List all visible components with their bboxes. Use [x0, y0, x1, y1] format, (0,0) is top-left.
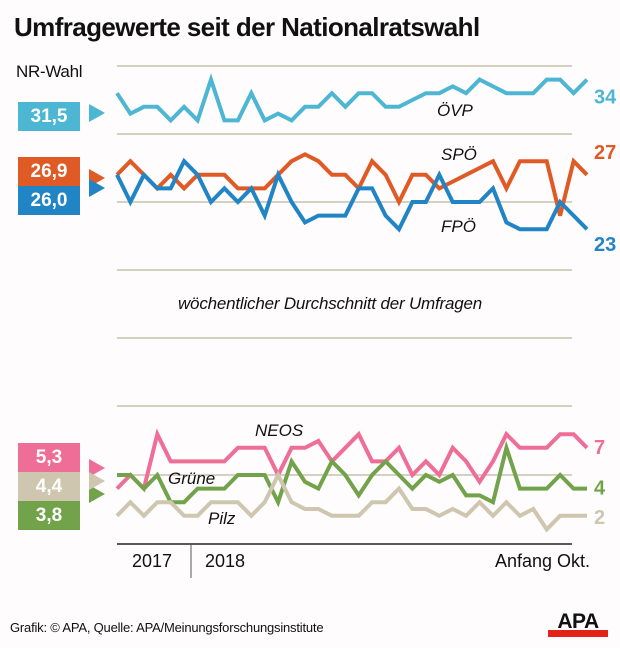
arrow-marker-oevp [89, 104, 105, 122]
series-line-oevp [115, 73, 589, 125]
apa-logo: APA [548, 610, 608, 637]
election-badge-oevp: 31,5 [18, 102, 80, 131]
logo-text: APA [557, 610, 599, 633]
chart-subtitle: wöchentlicher Durchschnitt der Umfragen [177, 294, 482, 313]
election-badge-gruene: 3,8 [18, 501, 80, 530]
election-badge-pilz: 4,4 [18, 472, 80, 501]
election-badge-neos: 5,3 [18, 443, 80, 472]
election-badge-fpoe: 26,0 [18, 186, 80, 215]
series-line-fpoe [115, 157, 589, 233]
series-label-fpoe: FPÖ [441, 217, 476, 236]
series-label-pilz: Pilz [208, 509, 236, 528]
arrow-marker-neos [89, 459, 105, 477]
series-line-gruene [117, 440, 587, 508]
arrow-marker-pilz [89, 472, 105, 490]
end-value-pilz: 2 [594, 507, 605, 529]
series-label-gruene: Grüne [168, 469, 215, 488]
end-value-fpoe: 23 [594, 234, 616, 256]
x-label-end: Anfang Okt. [495, 551, 591, 571]
arrow-marker-gruene [89, 485, 105, 503]
series-line-pilz [115, 470, 587, 533]
arrow-marker-fpoe [89, 179, 105, 197]
nr-wahl-label: NR-Wahl [16, 62, 83, 81]
series-label-neos: NEOS [255, 421, 304, 440]
end-value-spoe: 27 [594, 142, 616, 164]
end-value-neos: 7 [594, 437, 605, 459]
election-badge-spoe: 26,9 [18, 157, 80, 186]
chart-title: Umfragewerte seit der Nationalratswahl [14, 12, 480, 42]
logo-red-bar [548, 630, 608, 637]
source-footer: Grafik: © APA, Quelle: APA/Meinungsforsc… [10, 620, 324, 635]
series-label-oevp: ÖVP [437, 101, 474, 120]
x-label-2018: 2018 [205, 551, 246, 571]
end-value-gruene: 4 [594, 478, 606, 500]
x-label-2017: 2017 [132, 551, 173, 571]
series-label-spoe: SPÖ [441, 145, 477, 164]
end-value-oevp: 34 [594, 87, 617, 109]
series-line-neos [115, 428, 589, 493]
series-line-spoe [115, 152, 589, 217]
